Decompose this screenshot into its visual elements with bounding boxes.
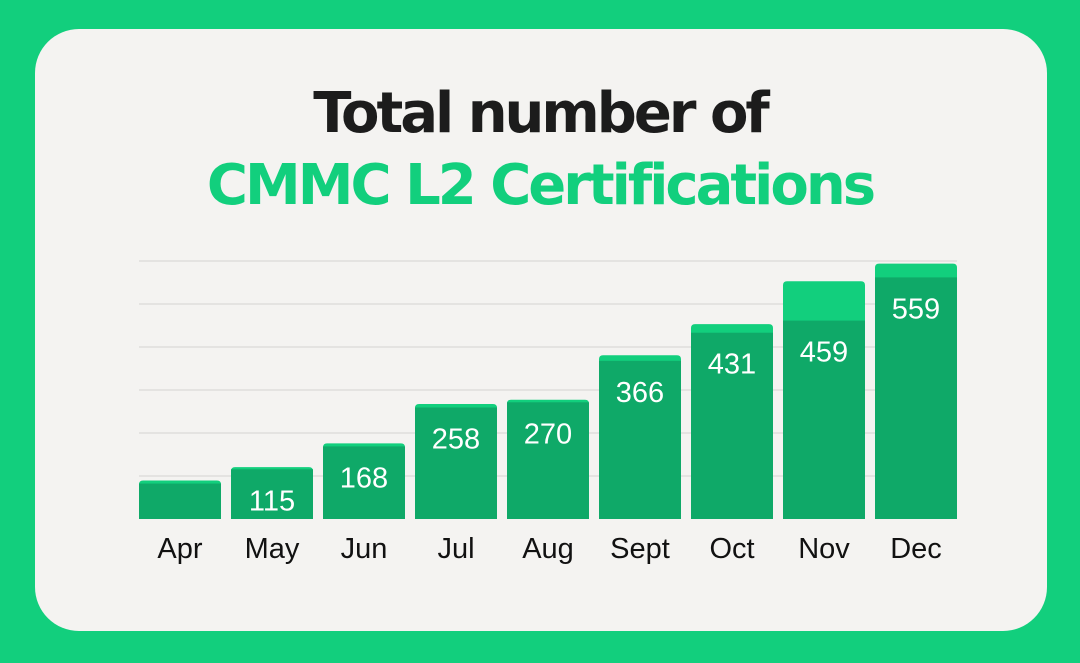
x-tick-label-oct: Oct xyxy=(709,533,754,565)
bar-nov xyxy=(783,320,865,519)
bar-jul xyxy=(415,407,497,519)
value-label-nov: 459 xyxy=(800,337,848,369)
bar-oct xyxy=(691,332,773,519)
chart-title-line-2: CMMC L2 Certifications xyxy=(206,153,876,218)
value-label-dec: 559 xyxy=(892,293,940,325)
x-tick-label-aug: Aug xyxy=(522,533,574,565)
value-label-oct: 431 xyxy=(708,349,756,381)
bar-sept xyxy=(599,360,681,519)
value-label-may: 115 xyxy=(249,485,295,517)
x-axis-labels: Apr May Jun Jul Aug Sept Oct Nov Dec xyxy=(157,533,941,565)
x-tick-label-apr: Apr xyxy=(157,533,202,565)
value-label-jun: 168 xyxy=(340,462,388,494)
bar-dec xyxy=(875,277,957,519)
x-tick-label-may: May xyxy=(245,533,300,565)
value-label-jul: 258 xyxy=(432,423,480,455)
x-tick-label-sept: Sept xyxy=(610,533,670,565)
x-tick-label-nov: Nov xyxy=(798,533,850,565)
bars xyxy=(139,263,957,519)
bar-jun xyxy=(323,446,405,519)
value-labels: 115 168 258 270 366 431 459 559 xyxy=(249,293,940,517)
bar-apr xyxy=(139,483,221,519)
x-tick-label-jul: Jul xyxy=(437,533,474,565)
bar-aug xyxy=(507,402,589,519)
bar-may xyxy=(231,469,313,519)
value-label-sept: 366 xyxy=(616,377,664,409)
x-tick-label-jun: Jun xyxy=(341,533,388,565)
x-tick-label-dec: Dec xyxy=(890,533,942,565)
chart-title-line-1: Total number of xyxy=(313,81,770,146)
value-label-aug: 270 xyxy=(524,418,572,450)
